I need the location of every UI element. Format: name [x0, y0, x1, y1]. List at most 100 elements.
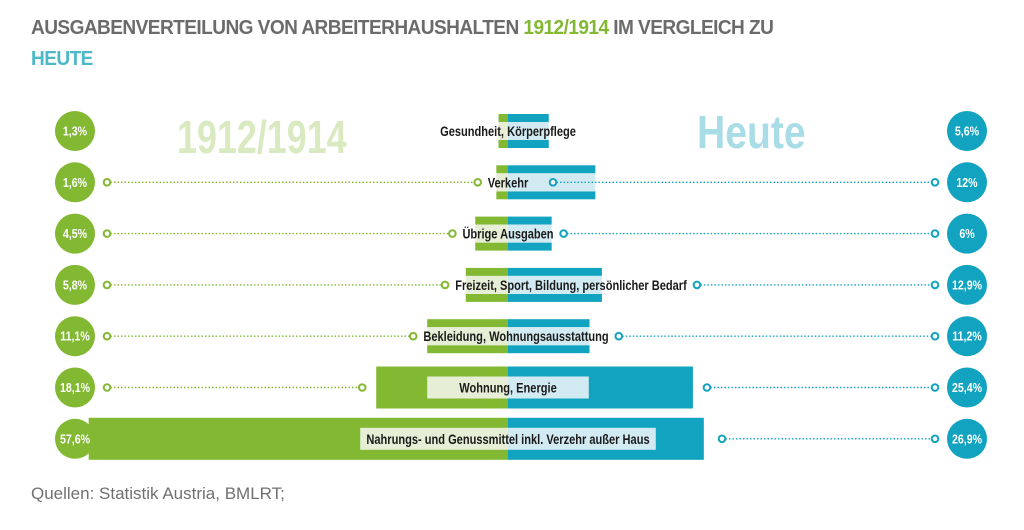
bar-heute-fill: [508, 327, 590, 346]
value-label-1912: 5,8%: [63, 279, 87, 293]
connector-dot-1912: [440, 280, 450, 290]
connector-dot-1912: [102, 280, 112, 290]
value-bubble-1912: [55, 213, 95, 254]
bar-1912-bottom: [496, 191, 508, 200]
title-part-2: IM VERGLEICH ZU: [608, 16, 774, 39]
connector-dot-heute: [930, 331, 940, 341]
connector-dot-heute: [692, 280, 702, 290]
value-label-heute: 6%: [959, 227, 974, 241]
bar-1912-bottom: [475, 242, 508, 251]
value-bubble-heute: [947, 367, 987, 408]
value-label-heute: 12%: [956, 176, 977, 190]
bar-1912-top: [465, 267, 508, 276]
bar-1912-top: [498, 114, 508, 122]
connector-dot-heute: [702, 383, 712, 392]
connector-dot-heute: [930, 178, 940, 187]
bar-heute-fill: [508, 224, 552, 243]
bar-1912-bottom: [465, 293, 508, 302]
value-bubble-1912: [55, 162, 95, 203]
connector-dot-1912: [102, 178, 112, 187]
connector-dot-1912: [473, 178, 482, 187]
bar-heute-top: [508, 165, 596, 174]
label-box-1912: [427, 376, 508, 399]
title-highlight-heute: HEUTE: [31, 47, 93, 70]
connector-dot-1912: [357, 383, 367, 392]
bar-1912-fill: [465, 275, 508, 294]
chart-row: Freizeit, Sport, Bildung, persönlicher B…: [55, 264, 987, 305]
value-label-1912: 18,1%: [60, 381, 90, 395]
connector-dot-1912: [408, 331, 418, 341]
bar-heute-bottom: [508, 191, 596, 200]
category-label: Übrige Ausgaben: [462, 225, 553, 241]
chart-title: AUSGABENVERTEILUNG VON ARBEITERHAUSHALTE…: [31, 12, 933, 74]
value-bubble-heute: [947, 111, 987, 151]
label-box-heute: [508, 427, 656, 450]
value-label-1912: 11,1%: [60, 330, 90, 344]
chart-row: Übrige Ausgaben 4,5% 6%: [55, 213, 987, 254]
category-label: Gesundheit, Körperpflege: [440, 124, 576, 139]
bar-heute-bottom: [508, 140, 549, 148]
connector-dot-1912: [102, 229, 112, 238]
bar-heute-top: [508, 319, 590, 328]
category-label: Freizeit, Sport, Bildung, persönlicher B…: [455, 278, 687, 293]
label-box-1912: [360, 427, 508, 450]
legend-1912-watermark: 1912/1914: [177, 111, 347, 163]
bar-1912-top: [475, 216, 508, 225]
category-label: Bekleidung, Wohnungsausstattung: [423, 329, 608, 344]
chart-row: Verkehr 1,6% 12%: [55, 162, 987, 203]
bar-1912-fill: [427, 327, 508, 346]
value-bubble-heute: [947, 213, 987, 254]
category-label: Nahrungs- und Genussmittel inkl. Verzehr…: [366, 432, 649, 447]
connector-dot-heute: [930, 229, 940, 238]
legend-heute-watermark: Heute: [697, 106, 806, 158]
bar-heute-bottom: [508, 293, 602, 302]
label-box-heute: [508, 376, 589, 399]
bar-heute-fill: [508, 122, 549, 140]
value-label-1912: 57,6%: [60, 433, 90, 447]
bar-1912-fill: [498, 122, 508, 140]
connector-dot-1912: [448, 229, 457, 238]
value-bubble-heute: [947, 316, 987, 357]
title-highlight-1912: 1912/1914: [523, 16, 609, 39]
bar-heute-top: [508, 216, 552, 225]
chart-row: Gesundheit, Körperpflege 1,3% 5,6%: [55, 111, 987, 151]
bar-heute-top: [508, 267, 602, 276]
bar-heute-bottom: [508, 242, 552, 251]
connector-dot-heute: [717, 434, 727, 444]
bar-1912-bottom: [427, 345, 508, 354]
connector-dot-heute: [614, 331, 624, 341]
value-label-heute: 26,9%: [952, 433, 982, 447]
bar-1912-fill: [496, 173, 508, 192]
value-bubble-1912: [55, 111, 95, 151]
connector-dot-heute: [930, 383, 940, 392]
connector-dot-1912: [102, 331, 112, 341]
title-part-1: AUSGABENVERTEILUNG VON ARBEITERHAUSHALTE…: [31, 16, 524, 39]
bar-1912-fill: [475, 224, 508, 243]
value-label-1912: 4,5%: [63, 227, 87, 241]
category-label: Wohnung, Energie: [459, 380, 557, 395]
value-label-heute: 11,2%: [952, 330, 982, 344]
connector-dot-1912: [102, 383, 112, 392]
value-bubble-1912: [55, 264, 95, 305]
value-bubble-1912: [55, 367, 95, 408]
value-label-heute: 5,6%: [955, 125, 979, 139]
value-bubble-heute: [947, 418, 987, 459]
chart-row: Wohnung, Energie 18,1% 25,4%: [55, 366, 987, 409]
bar-1912-bottom: [498, 140, 508, 148]
value-bubble-heute: [947, 162, 987, 203]
connector-dot-heute: [930, 434, 940, 444]
value-bubble-1912: [55, 316, 95, 357]
bar-heute-bottom: [508, 345, 590, 354]
connector-dot-heute: [930, 280, 940, 290]
source-note: Quellen: Statistik Austria, BMLRT;: [31, 484, 285, 503]
value-label-heute: 12,9%: [952, 279, 982, 293]
connector-dot-heute: [548, 178, 558, 187]
value-label-1912: 1,3%: [63, 125, 87, 139]
bar-heute-fill: [508, 275, 602, 294]
value-bubble-1912: [55, 418, 95, 459]
value-bubble-heute: [947, 264, 987, 305]
chart-row: Nahrungs- und Genussmittel inkl. Verzehr…: [55, 417, 987, 460]
connector-dot-heute: [559, 229, 568, 238]
bar-1912-top: [427, 319, 508, 328]
